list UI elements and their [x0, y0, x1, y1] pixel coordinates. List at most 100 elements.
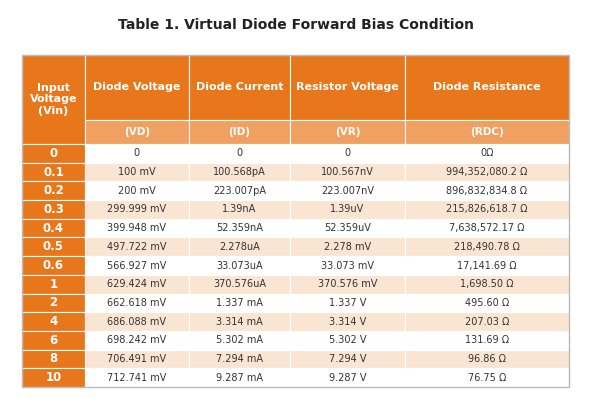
Text: 0.3: 0.3 — [43, 203, 64, 216]
Bar — [405, 331, 569, 350]
Bar — [189, 350, 290, 368]
Bar — [22, 182, 85, 200]
Text: 207.03 Ω: 207.03 Ω — [465, 316, 509, 326]
Text: Resistor Voltage: Resistor Voltage — [296, 83, 399, 93]
Text: 218,490.78 Ω: 218,490.78 Ω — [454, 242, 520, 252]
Text: 131.69 Ω: 131.69 Ω — [465, 335, 509, 345]
Text: (ID): (ID) — [229, 127, 251, 137]
Text: 8: 8 — [49, 352, 57, 365]
Bar — [22, 368, 85, 387]
Bar — [22, 275, 85, 294]
Text: 0Ω: 0Ω — [480, 148, 493, 158]
Bar — [405, 350, 569, 368]
Bar — [85, 163, 189, 182]
Text: 3.314 V: 3.314 V — [329, 316, 366, 326]
Text: (VR): (VR) — [335, 127, 361, 137]
Bar — [189, 275, 290, 294]
Text: 706.491 mV: 706.491 mV — [108, 354, 167, 364]
Text: 7.294 mA: 7.294 mA — [216, 354, 263, 364]
Text: 629.424 mV: 629.424 mV — [107, 279, 167, 289]
Text: 0: 0 — [134, 148, 140, 158]
Text: 96.86 Ω: 96.86 Ω — [468, 354, 506, 364]
Bar — [189, 219, 290, 237]
Text: 994,352,080.2 Ω: 994,352,080.2 Ω — [446, 167, 528, 177]
Text: 0.5: 0.5 — [43, 240, 64, 253]
Bar — [22, 219, 85, 237]
Bar — [22, 350, 85, 368]
Bar — [22, 55, 569, 387]
Text: (RDC): (RDC) — [470, 127, 504, 137]
Text: 17,141.69 Ω: 17,141.69 Ω — [457, 261, 517, 271]
Text: Diode Voltage: Diode Voltage — [93, 83, 181, 93]
Bar — [290, 312, 405, 331]
Text: 33.073 mV: 33.073 mV — [321, 261, 374, 271]
Bar — [85, 144, 189, 163]
Text: Diode Current: Diode Current — [196, 83, 283, 93]
Text: 223.007pA: 223.007pA — [213, 186, 266, 196]
Text: 100.568pA: 100.568pA — [213, 167, 266, 177]
Bar — [85, 275, 189, 294]
Text: 712.741 mV: 712.741 mV — [107, 373, 167, 383]
Bar — [85, 350, 189, 368]
Bar — [405, 312, 569, 331]
Text: 662.618 mV: 662.618 mV — [108, 298, 167, 308]
Bar — [189, 312, 290, 331]
Text: 2: 2 — [50, 296, 57, 309]
Bar — [405, 163, 569, 182]
Text: 0.6: 0.6 — [43, 259, 64, 272]
Text: 76.75 Ω: 76.75 Ω — [467, 373, 506, 383]
Text: 0: 0 — [236, 148, 242, 158]
Bar — [290, 350, 405, 368]
Text: 7,638,572.17 Ω: 7,638,572.17 Ω — [449, 223, 525, 233]
Text: 0.1: 0.1 — [43, 166, 64, 178]
Bar — [189, 144, 290, 163]
Bar — [290, 275, 405, 294]
Bar — [85, 312, 189, 331]
Text: 1,698.50 Ω: 1,698.50 Ω — [460, 279, 514, 289]
Bar — [22, 331, 85, 350]
Bar — [290, 182, 405, 200]
Bar — [85, 182, 189, 200]
Bar — [189, 256, 290, 275]
Bar — [290, 120, 405, 144]
Text: 5.302 mA: 5.302 mA — [216, 335, 263, 345]
Bar — [189, 120, 290, 144]
Bar — [22, 200, 85, 219]
Text: 33.073uA: 33.073uA — [216, 261, 263, 271]
Text: 1: 1 — [50, 278, 57, 291]
Bar — [405, 237, 569, 256]
Bar — [290, 55, 405, 120]
Bar — [290, 219, 405, 237]
Bar — [405, 144, 569, 163]
Bar — [22, 163, 85, 182]
Text: (VD): (VD) — [124, 127, 150, 137]
Text: 896,832,834.8 Ω: 896,832,834.8 Ω — [446, 186, 528, 196]
Text: 686.088 mV: 686.088 mV — [108, 316, 167, 326]
Bar — [189, 294, 290, 312]
Bar — [189, 163, 290, 182]
Text: 370.576 mV: 370.576 mV — [318, 279, 377, 289]
Bar — [405, 120, 569, 144]
Text: 0: 0 — [50, 147, 57, 160]
Bar — [85, 331, 189, 350]
Bar — [405, 219, 569, 237]
Bar — [405, 275, 569, 294]
Bar — [405, 256, 569, 275]
Bar — [290, 237, 405, 256]
Bar — [290, 256, 405, 275]
Bar — [405, 182, 569, 200]
Bar — [85, 219, 189, 237]
Bar — [405, 55, 569, 120]
Text: 215,826,618.7 Ω: 215,826,618.7 Ω — [446, 204, 528, 214]
Text: 399.948 mV: 399.948 mV — [108, 223, 167, 233]
Text: 52.359nA: 52.359nA — [216, 223, 263, 233]
Text: 299.999 mV: 299.999 mV — [108, 204, 167, 214]
Bar — [22, 55, 85, 144]
Bar — [85, 368, 189, 387]
Bar — [189, 331, 290, 350]
Bar — [85, 55, 189, 120]
Text: 223.007nV: 223.007nV — [321, 186, 374, 196]
Bar — [22, 312, 85, 331]
Text: 1.337 V: 1.337 V — [329, 298, 366, 308]
Text: 0.4: 0.4 — [43, 221, 64, 235]
